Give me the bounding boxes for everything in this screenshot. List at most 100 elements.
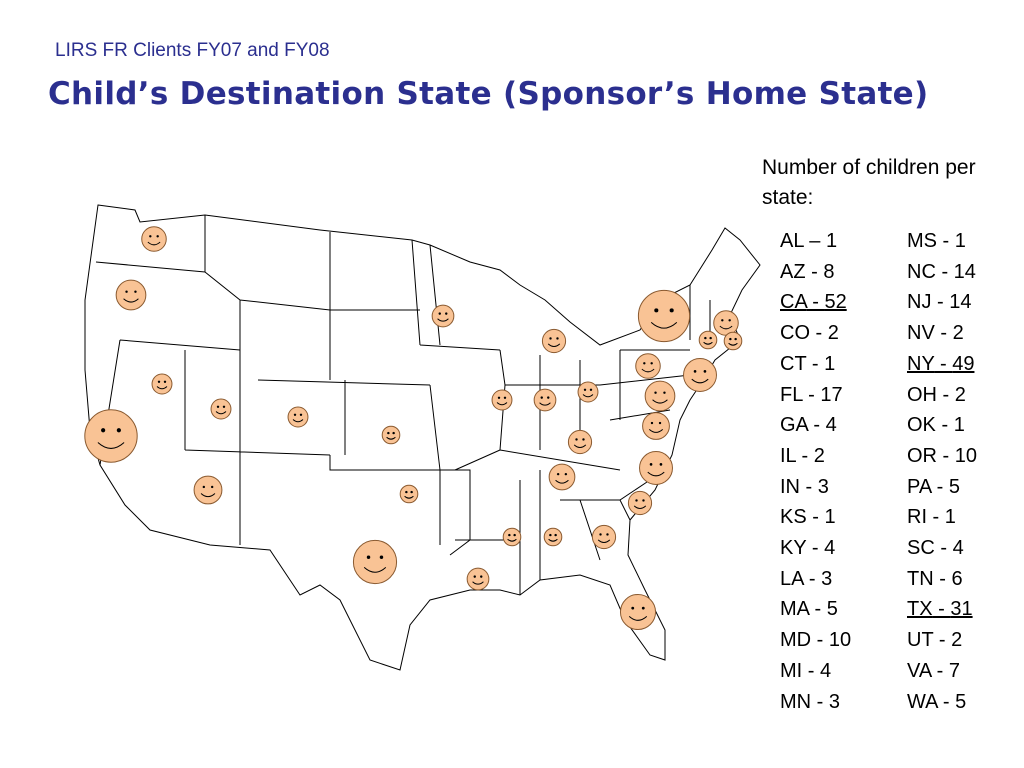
count: 3 <box>817 475 829 498</box>
smiley <box>115 279 147 311</box>
separator: - <box>937 690 956 713</box>
state-code: CA <box>780 291 807 314</box>
smiley-face <box>644 380 676 412</box>
separator: - <box>937 444 955 467</box>
smiley-eye <box>293 413 297 417</box>
smiley-eye <box>693 370 697 373</box>
state-code: GA <box>780 414 808 437</box>
count: 1 <box>953 414 965 437</box>
smiley-face <box>533 388 557 412</box>
smiley-face <box>639 451 673 485</box>
smiley-mouth <box>641 368 655 373</box>
smiley-eye <box>654 308 659 313</box>
count: 49 <box>952 352 975 375</box>
state-code: LA <box>780 567 804 590</box>
count: 2 <box>954 383 966 406</box>
separator: - <box>931 291 950 314</box>
smiley <box>151 373 173 395</box>
smiley-face <box>548 463 576 491</box>
state-code: TN <box>907 567 934 590</box>
legend-entry: NY - 49 <box>907 353 974 376</box>
legend-entry: TN - 6 <box>907 568 963 591</box>
smiley-face <box>723 331 743 351</box>
smiley-mouth <box>597 539 611 544</box>
state-code: AL <box>780 230 804 252</box>
smiley-eye <box>709 336 712 340</box>
smiley-eye <box>540 396 543 399</box>
separator: - <box>937 230 955 252</box>
smiley-eye <box>379 555 384 559</box>
smiley-mouth <box>548 538 558 542</box>
legend-entry: FL - 17 <box>780 384 843 407</box>
smiley <box>683 358 717 392</box>
smiley-mouth <box>507 538 517 542</box>
state-code: VA <box>907 659 932 682</box>
smiley <box>637 289 691 343</box>
smiley-eye <box>659 463 663 466</box>
smiley <box>713 310 739 336</box>
smiley-eye <box>650 421 654 425</box>
state-code: WA <box>907 690 938 713</box>
separator: - <box>811 690 829 713</box>
separator: - <box>931 659 949 682</box>
legend-entry: MS - 1 <box>907 230 966 253</box>
separator: - <box>808 598 827 621</box>
smiley-mouth <box>123 298 139 303</box>
legend-entry: VA - 7 <box>907 660 960 683</box>
separator: - <box>933 567 952 590</box>
smiley-eye <box>564 472 568 476</box>
smiley-eye <box>575 438 578 441</box>
state-code: TX <box>907 598 933 621</box>
smiley-face <box>381 425 401 445</box>
smiley-eye <box>721 319 724 322</box>
smiley-eye <box>642 499 645 502</box>
count: 2 <box>951 629 963 652</box>
smiley <box>548 463 576 491</box>
smiley-eye <box>582 438 585 441</box>
smiley-mouth <box>539 402 551 406</box>
smiley-eye <box>641 606 645 610</box>
smiley <box>141 226 167 252</box>
separator: - <box>935 260 954 283</box>
legend-entry: IL - 2 <box>780 445 825 468</box>
state-code: MA <box>780 598 809 621</box>
separator: - <box>802 383 821 406</box>
separator: - <box>802 659 820 682</box>
smiley-face <box>541 328 567 354</box>
smiley-eye <box>547 396 550 399</box>
smiley-face <box>683 358 717 392</box>
smiley-mouth <box>691 378 709 384</box>
smiley-mouth <box>547 343 561 348</box>
legend-entry: AL – 1 <box>780 230 837 253</box>
smiley-mouth <box>728 342 738 346</box>
legend-entry: LA - 3 <box>780 568 832 591</box>
smiley-face <box>352 539 398 585</box>
count: 1 <box>825 230 838 252</box>
state-code: CO <box>780 322 810 345</box>
smiley-eye <box>556 472 560 476</box>
smiley-face <box>637 289 691 343</box>
smiley-face <box>210 398 232 420</box>
smiley-mouth <box>147 241 161 246</box>
separator: - <box>934 322 953 345</box>
smiley-mouth <box>647 471 665 477</box>
separator: - <box>934 352 953 375</box>
legend-entry: SC - 4 <box>907 537 964 560</box>
smiley-eye <box>445 312 448 315</box>
state-code: MD <box>780 629 812 652</box>
legend-entry: RI - 1 <box>907 506 956 529</box>
smiley <box>577 381 599 403</box>
smiley-face <box>502 527 522 547</box>
smiley <box>541 328 567 354</box>
state-code: FL <box>780 383 803 406</box>
count: 10 <box>828 629 852 652</box>
smiley-eye <box>554 533 557 537</box>
legend-entry: MN - 3 <box>780 691 840 714</box>
smiley-eye <box>366 555 371 559</box>
smiley-eye <box>410 490 413 494</box>
smiley-mouth <box>215 411 227 415</box>
legend-entry: KS - 1 <box>780 506 836 529</box>
legend-entry: MD - 10 <box>780 629 851 652</box>
count: 10 <box>954 444 978 467</box>
smiley-mouth <box>200 493 216 498</box>
